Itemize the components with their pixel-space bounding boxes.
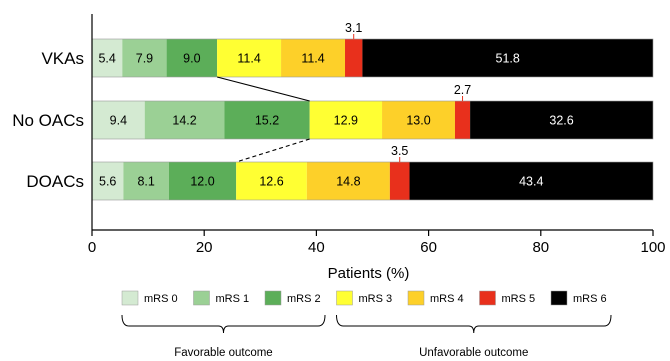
bar-vkas-mrs-6 xyxy=(362,39,653,77)
data-label-no-oacs-mrs-6: 32.6 xyxy=(549,114,573,128)
bar-vkas-mrs-1 xyxy=(122,39,167,77)
legend-label-mrs-3: mRS 3 xyxy=(359,293,393,305)
bar-no-oacs-mrs-6 xyxy=(470,101,653,139)
data-label-vkas-mrs-6: 51.8 xyxy=(496,52,520,66)
category-label-vkas: VKAs xyxy=(41,49,84,68)
connectors-layer xyxy=(216,76,310,163)
category-label-doacs: DOACs xyxy=(26,172,84,191)
bar-doacs-mrs-0 xyxy=(92,162,124,200)
data-label-vkas-mrs-1: 7.9 xyxy=(136,52,153,66)
data-label-vkas-mrs-0: 5.4 xyxy=(98,52,115,66)
data-label-no-oacs-mrs-0: 9.4 xyxy=(110,114,127,128)
bar-no-oacs-mrs-2 xyxy=(224,101,310,139)
axis-layer: VKAs No OACs DOACs 0 20 40 60 80 100 Patients (%) xyxy=(12,14,666,282)
x-axis-title: Patients (%) xyxy=(328,265,410,282)
legend-label-mrs-4: mRS 4 xyxy=(430,293,464,305)
legend-label-mrs-1: mRS 1 xyxy=(216,293,250,305)
legend-swatch-mrs-3 xyxy=(336,290,353,306)
bar-doacs-mrs-2 xyxy=(168,162,237,200)
connector-no-oacs-doacs xyxy=(236,138,310,163)
x-tick-label-100: 100 xyxy=(640,239,665,256)
legend-label-mrs-6: mRS 6 xyxy=(573,293,607,305)
legend-swatch-mrs-1 xyxy=(193,290,210,306)
legend-swatch-mrs-2 xyxy=(264,290,282,306)
data-label-vkas-mrs-2: 9.0 xyxy=(183,52,200,66)
data-label-doacs-mrs-3: 12.6 xyxy=(259,175,283,189)
x-tick-label-80: 80 xyxy=(532,239,549,256)
data-label-vkas-mrs-3: 11.4 xyxy=(237,52,260,66)
legend-layer: mRS 0 mRS 1 mRS 2 mRS 3 mRS 4 mRS 5 mRS 6 Favor… xyxy=(121,290,612,359)
data-label-vkas-mrs-4: 11.4 xyxy=(301,52,324,66)
data-label-no-oacs-mrs-1: 14.2 xyxy=(172,114,196,128)
x-tick-label-60: 60 xyxy=(420,239,437,256)
x-tick-label-0: 0 xyxy=(88,239,96,256)
legend-swatch-mrs-4 xyxy=(407,290,425,306)
data-label-no-oacs-mrs-3: 12.9 xyxy=(334,114,358,128)
bar-no-oacs-mrs-5 xyxy=(454,101,471,139)
category-label-no-oacs: No OACs xyxy=(12,111,84,130)
data-label-no-oacs-mrs-2: 15.2 xyxy=(255,114,279,128)
legend-group-bracket-favorable-outcome xyxy=(121,314,326,334)
legend-label-mrs-5: mRS 5 xyxy=(502,293,536,305)
legend-swatch-mrs-6 xyxy=(550,290,568,306)
bar-doacs-mrs-4 xyxy=(306,162,390,200)
bar-no-oacs-mrs-3 xyxy=(309,101,383,139)
data-label-vkas-mrs-5-above: 3.1 xyxy=(345,21,362,35)
legend-swatch-mrs-5 xyxy=(479,290,496,306)
bar-vkas-mrs-3 xyxy=(217,39,282,77)
bar-vkas-mrs-0 xyxy=(92,39,123,77)
legend-group-label-unfavorable-outcome: Unfavorable outcome xyxy=(419,347,528,359)
data-label-doacs-mrs-0: 5.6 xyxy=(99,175,116,189)
data-label-doacs-mrs-5-above: 3.5 xyxy=(391,144,408,158)
legend-label-mrs-0: mRS 0 xyxy=(144,293,178,305)
legend-label-mrs-2: mRS 2 xyxy=(287,293,321,305)
bar-vkas-mrs-5 xyxy=(345,39,363,77)
bars-layer: 5.4 7.9 9.0 11.4 11.4 51.8 9.4 14.2 15.2 12.9 13.0… xyxy=(91,21,654,201)
legend-swatch-mrs-0 xyxy=(121,290,139,306)
bar-no-oacs-mrs-1 xyxy=(144,101,225,139)
data-label-no-oacs-mrs-5-above: 2.7 xyxy=(454,83,471,97)
legend-group-label-favorable-outcome: Favorable outcome xyxy=(174,347,272,359)
data-label-doacs-mrs-1: 8.1 xyxy=(137,175,154,189)
x-tick-label-40: 40 xyxy=(308,239,325,256)
bar-no-oacs-mrs-4 xyxy=(382,101,455,139)
connector-vkas-no-oacs xyxy=(216,76,310,102)
data-label-doacs-mrs-6: 43.4 xyxy=(519,175,543,189)
data-label-no-oacs-mrs-4: 13.0 xyxy=(406,114,430,128)
x-tick-label-20: 20 xyxy=(196,239,213,256)
bar-doacs-mrs-3 xyxy=(236,162,307,200)
bar-vkas-mrs-2 xyxy=(166,39,218,77)
bar-doacs-mrs-6 xyxy=(409,162,653,200)
bar-doacs-mrs-1 xyxy=(123,162,169,200)
bar-doacs-mrs-5 xyxy=(389,162,410,200)
legend-group-bracket-unfavorable-outcome xyxy=(336,314,612,334)
bar-no-oacs-mrs-0 xyxy=(92,101,145,139)
data-label-doacs-mrs-2: 12.0 xyxy=(190,175,214,189)
data-label-doacs-mrs-4: 14.8 xyxy=(336,175,360,189)
bar-vkas-mrs-4 xyxy=(281,39,346,77)
